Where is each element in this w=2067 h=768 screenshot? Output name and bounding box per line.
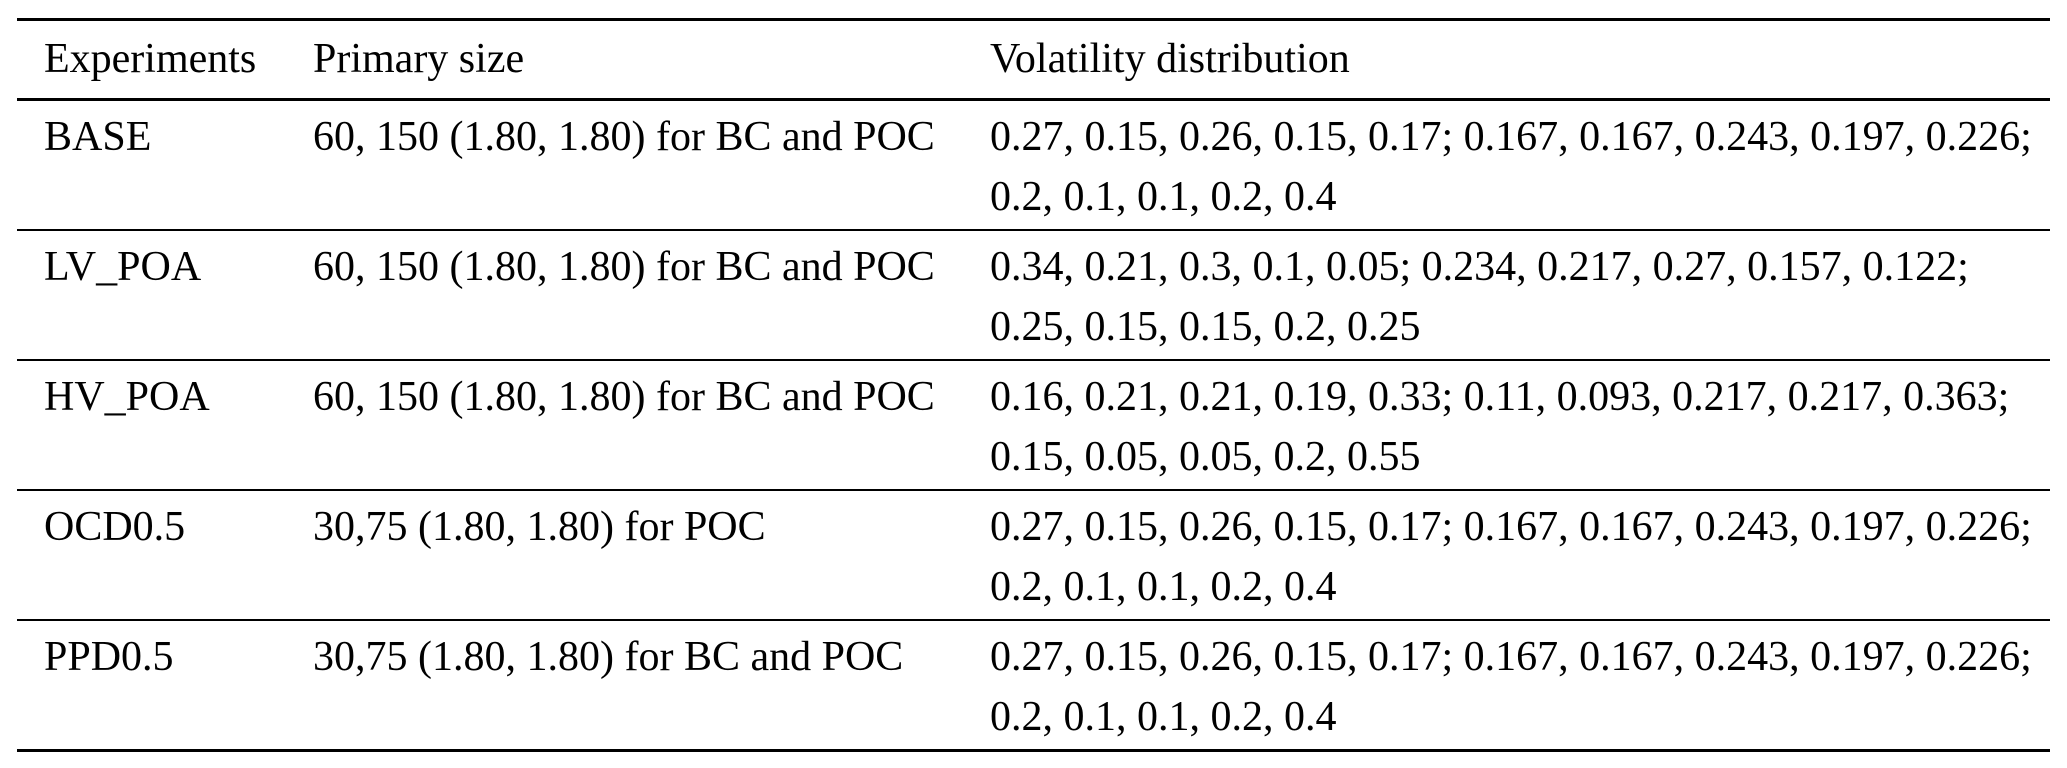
- volatility-line-1: 0.34, 0.21, 0.3, 0.1, 0.05; 0.234, 0.217…: [990, 244, 1969, 290]
- experiments-table: Experiments Primary size Volatility dist…: [17, 18, 2050, 752]
- header-row: Experiments Primary size Volatility dist…: [17, 19, 2050, 101]
- volatility-distribution-value: 0.27, 0.15, 0.26, 0.15, 0.17; 0.167, 0.1…: [963, 489, 2050, 620]
- column-header-primary-size: Primary size: [286, 19, 963, 101]
- primary-size-value: 60, 150 (1.80, 1.80) for BC and POC: [313, 114, 935, 160]
- table-row-lv-poa: LV_POA 60, 150 (1.80, 1.80) for BC and P…: [17, 229, 2050, 360]
- volatility-distribution-value: 0.27, 0.15, 0.26, 0.15, 0.17; 0.167, 0.1…: [963, 100, 2050, 231]
- experiment-name: LV_POA: [17, 229, 286, 360]
- volatility-line-2: 0.2, 0.1, 0.1, 0.2, 0.4: [990, 564, 1337, 610]
- table-row-ocd05: OCD0.5 30,75 (1.80, 1.80) for POC 0.27, …: [17, 489, 2050, 620]
- volatility-line-2: 0.2, 0.1, 0.1, 0.2, 0.4: [990, 694, 1337, 740]
- experiment-name: BASE: [44, 114, 152, 160]
- column-header-volatility-distribution: Volatility distribution: [963, 19, 2050, 101]
- table-header: Experiments Primary size Volatility dist…: [17, 19, 2050, 101]
- primary-size-value: 60, 150 (1.80, 1.80) for BC and POC: [286, 229, 963, 360]
- volatility-line-2: 0.2, 0.1, 0.1, 0.2, 0.4: [990, 174, 1337, 220]
- experiment-name: HV_POA: [17, 359, 286, 490]
- volatility-distribution-value: 0.27, 0.15, 0.26, 0.15, 0.17; 0.167, 0.1…: [963, 619, 2050, 751]
- column-header-experiments: Experiments: [17, 19, 286, 101]
- volatility-distribution-value: 0.16, 0.21, 0.21, 0.19, 0.33; 0.11, 0.09…: [963, 359, 2050, 490]
- volatility-line-1: 0.27, 0.15, 0.26, 0.15, 0.17; 0.167, 0.1…: [990, 634, 2032, 680]
- volatility-line-1: 0.27, 0.15, 0.26, 0.15, 0.17; 0.167, 0.1…: [990, 114, 2032, 160]
- volatility-line-1: 0.16, 0.21, 0.21, 0.19, 0.33; 0.11, 0.09…: [990, 374, 2010, 420]
- experiment-name: PPD0.5: [17, 619, 286, 751]
- volatility-line-2: 0.25, 0.15, 0.15, 0.2, 0.25: [990, 304, 1421, 350]
- table-row-hv-poa: HV_POA 60, 150 (1.80, 1.80) for BC and P…: [17, 359, 2050, 490]
- table-row-base: BASE 60, 150 (1.80, 1.80) for BC and POC…: [17, 100, 2050, 231]
- primary-size-value: 30,75 (1.80, 1.80) for BC and POC: [286, 619, 963, 751]
- primary-size-value: 60, 150 (1.80, 1.80) for BC and POC: [286, 359, 963, 490]
- primary-size-value: 30,75 (1.80, 1.80) for POC: [286, 489, 963, 620]
- table-row-ppd05: PPD0.5 30,75 (1.80, 1.80) for BC and POC…: [17, 619, 2050, 751]
- table-body: BASE 60, 150 (1.80, 1.80) for BC and POC…: [17, 100, 2050, 751]
- experiment-name: OCD0.5: [17, 489, 286, 620]
- volatility-distribution-value: 0.34, 0.21, 0.3, 0.1, 0.05; 0.234, 0.217…: [963, 229, 2050, 360]
- volatility-line-1: 0.27, 0.15, 0.26, 0.15, 0.17; 0.167, 0.1…: [990, 504, 2032, 550]
- volatility-line-2: 0.15, 0.05, 0.05, 0.2, 0.55: [990, 434, 1421, 480]
